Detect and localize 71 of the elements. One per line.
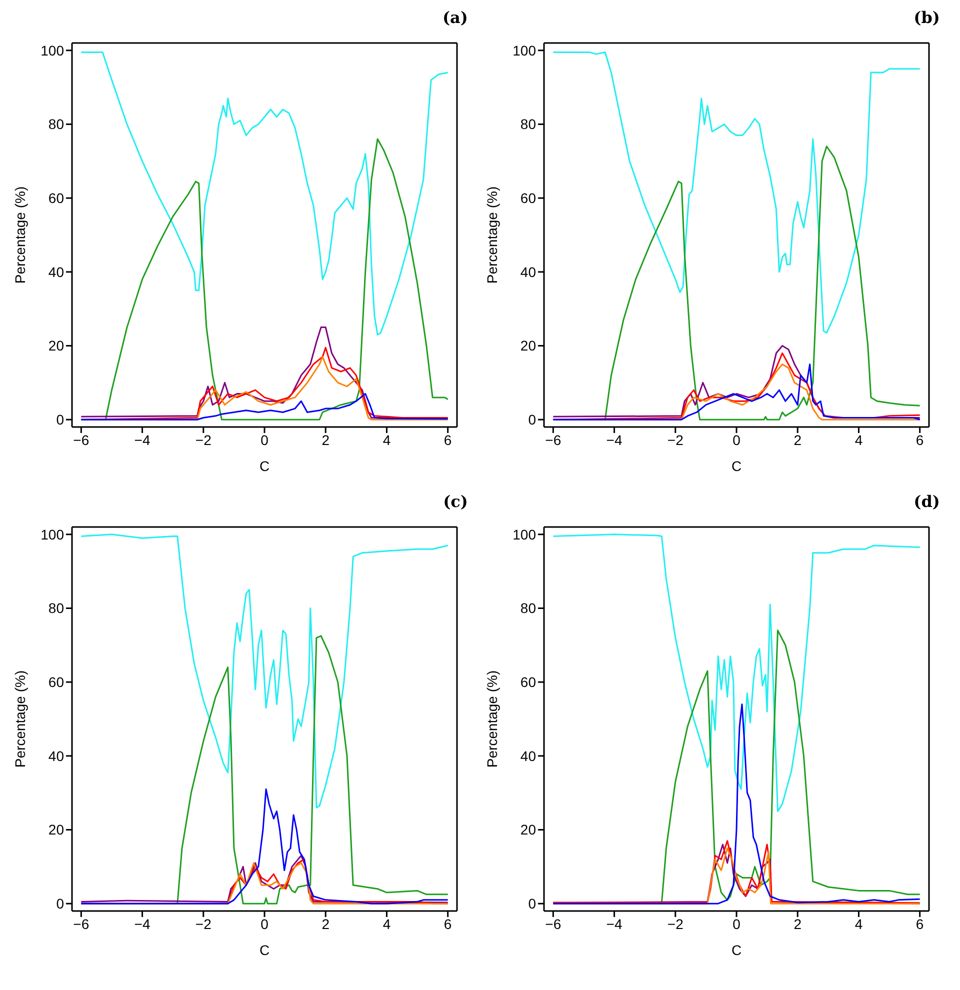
x-tick-label: −4: [606, 432, 622, 448]
x-tick-label: −2: [195, 432, 212, 448]
y-tick-label: 40: [48, 264, 64, 280]
y-tick-label: 20: [48, 338, 64, 354]
line-series: [552, 51, 921, 334]
x-tick-label: 0: [732, 432, 741, 448]
x-tick-label: 6: [916, 916, 924, 932]
y-tick-label: 100: [512, 42, 536, 58]
x-tick-label: −4: [606, 916, 622, 932]
y-tick-label: 60: [520, 674, 536, 690]
y-tick-label: 0: [528, 896, 536, 912]
line-series: [552, 703, 921, 904]
y-tick-label: 80: [520, 116, 536, 132]
x-tick-label: 4: [382, 916, 391, 932]
line-series: [552, 534, 921, 812]
y-tick-label: 100: [512, 526, 536, 542]
y-tick-label: 0: [56, 896, 64, 912]
y-axis-title: Percentage (%): [484, 670, 500, 768]
y-tick-label: 60: [520, 190, 536, 206]
x-tick-label: 6: [916, 432, 924, 448]
y-tick-label: 0: [56, 412, 64, 428]
y-tick-label: 60: [48, 190, 64, 206]
chart-title: (a): [441, 8, 469, 29]
line-series: [80, 393, 449, 420]
x-tick-label: −2: [667, 432, 684, 448]
y-tick-label: 40: [520, 264, 536, 280]
y-tick-label: 40: [48, 748, 64, 764]
x-axis-title: C: [259, 458, 270, 474]
y-tick-label: 100: [40, 42, 64, 58]
x-tick-label: −6: [73, 432, 90, 448]
x-tick-label: 4: [854, 432, 863, 448]
x-tick-label: −4: [134, 916, 150, 932]
y-tick-label: 80: [48, 600, 64, 616]
y-tick-label: 80: [48, 116, 64, 132]
line-series: [80, 51, 449, 336]
x-tick-label: 6: [444, 432, 452, 448]
x-tick-label: 2: [322, 432, 330, 448]
y-axis-title: Percentage (%): [484, 186, 500, 284]
x-axis-title: C: [731, 942, 742, 958]
x-tick-label: −2: [195, 916, 212, 932]
chart-title: (b): [912, 8, 941, 29]
y-tick-label: 20: [520, 338, 536, 354]
x-tick-label: 4: [382, 432, 391, 448]
x-tick-label: 2: [794, 916, 802, 932]
chart-title: (c): [442, 492, 469, 513]
chart-title: (d): [912, 492, 941, 513]
y-axis-title: Percentage (%): [12, 670, 28, 768]
x-tick-label: −6: [73, 916, 90, 932]
x-tick-label: 6: [444, 916, 452, 932]
x-tick-label: −2: [667, 916, 684, 932]
x-tick-label: 0: [732, 916, 741, 932]
x-tick-label: 2: [322, 916, 330, 932]
line-series: [80, 788, 449, 904]
y-tick-label: 40: [520, 748, 536, 764]
y-tick-label: 0: [528, 412, 536, 428]
y-tick-label: 20: [48, 822, 64, 838]
x-axis-title: C: [259, 942, 270, 958]
x-tick-label: −4: [134, 432, 150, 448]
y-tick-label: 100: [40, 526, 64, 542]
x-tick-label: −6: [545, 432, 562, 448]
x-axis-title: C: [731, 458, 742, 474]
y-tick-label: 80: [520, 600, 536, 616]
y-tick-label: 20: [520, 822, 536, 838]
y-tick-label: 60: [48, 674, 64, 690]
x-tick-label: −6: [545, 916, 562, 932]
y-axis-title: Percentage (%): [12, 186, 28, 284]
x-tick-label: 4: [854, 916, 863, 932]
line-series: [80, 534, 449, 808]
x-tick-label: 0: [260, 432, 269, 448]
x-tick-label: 2: [794, 432, 802, 448]
x-tick-label: 0: [260, 916, 269, 932]
